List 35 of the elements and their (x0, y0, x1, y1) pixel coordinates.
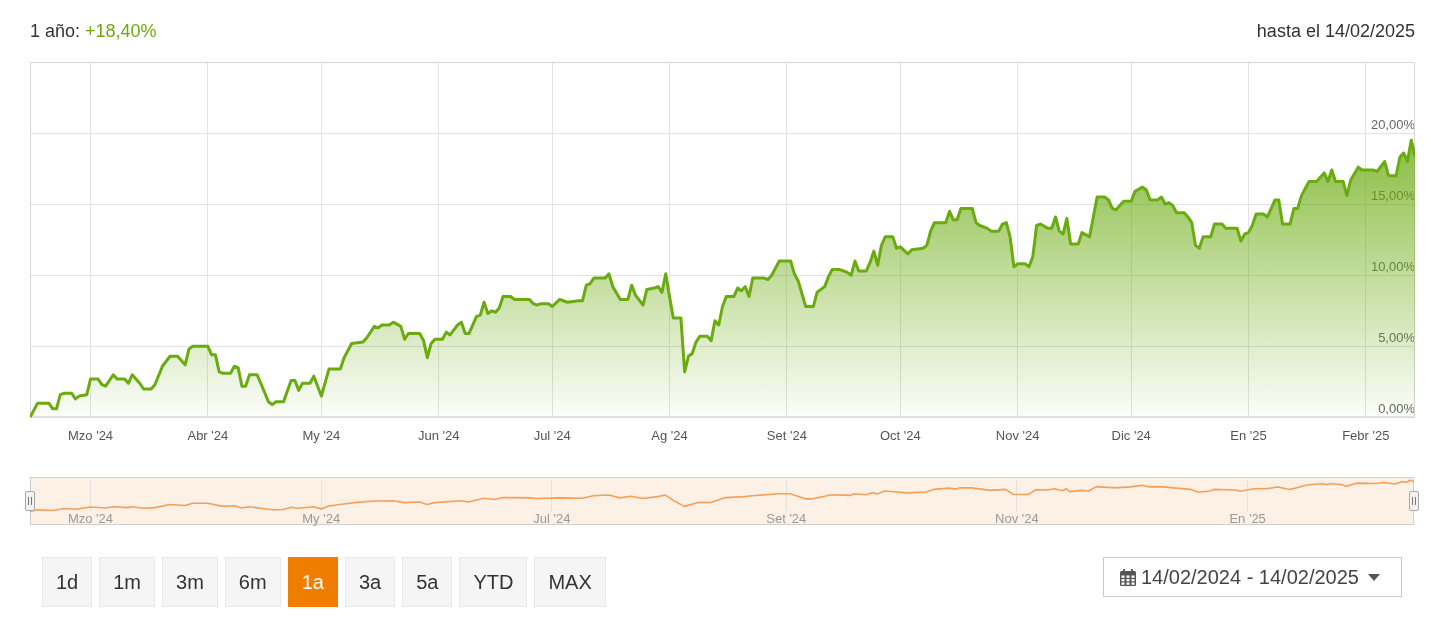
x-tick-label: Nov '24 (995, 510, 1039, 526)
text: 3a (358, 570, 382, 594)
y-tick-label: 20,00% (1370, 116, 1416, 132)
y-tick-label: 5,00% (1378, 329, 1416, 345)
x-tick-label: My '24 (302, 427, 341, 443)
x-tick-label: Oct '24 (879, 427, 921, 443)
text: 5a (416, 570, 439, 594)
date-range-field: 14/02/2024 - 14/02/2025 (1103, 557, 1402, 597)
x-tick-label: My '24 (302, 510, 341, 526)
y-tick-label: 15,00% (1370, 187, 1416, 203)
x-tick-label: En '25 (1230, 427, 1267, 443)
x-tick-label: Set '24 (766, 427, 807, 443)
y-tick-label: 0,00% (1378, 400, 1416, 416)
y-tick-label: 10,00% (1370, 258, 1416, 274)
x-tick-label: En '25 (1229, 510, 1266, 526)
chart-title: 1 año: +18,40% (30, 20, 157, 42)
x-tick-label: Mzo '24 (67, 427, 114, 443)
x-tick-label: Jul '24 (533, 510, 571, 526)
x-tick-label: Abr '24 (187, 427, 229, 443)
text: 1d (56, 570, 79, 594)
text: 1a (301, 570, 324, 594)
x-tick-label: Dic '24 (1111, 427, 1151, 443)
x-tick-label: Ag '24 (651, 427, 688, 443)
text: MAX (548, 570, 592, 594)
text: 3m (176, 570, 204, 594)
x-tick-label: Nov '24 (995, 427, 1040, 443)
text: YTD (473, 570, 514, 594)
x-tick-label: Mzo '24 (67, 510, 114, 526)
x-tick-label: Set '24 (766, 510, 807, 526)
text: 6m (238, 570, 267, 594)
text: 1m (113, 570, 142, 594)
x-tick-label: Jul '24 (533, 427, 571, 443)
chart-subtitle: hasta el 14/02/2025 (1256, 20, 1415, 42)
x-tick-label: Febr '25 (1342, 427, 1390, 443)
x-tick-label: Jun '24 (417, 427, 460, 443)
